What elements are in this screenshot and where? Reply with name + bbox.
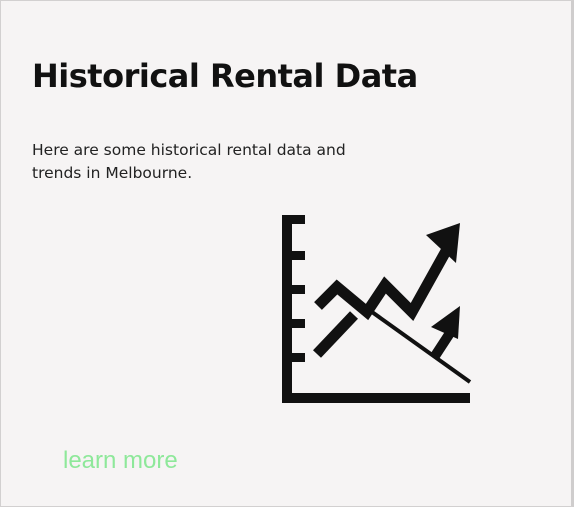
card-description: Here are some historical rental data and… [32,139,352,185]
card-title: Historical Rental Data [32,57,418,95]
learn-more-link[interactable]: learn more [63,447,178,475]
trending-chart-icon [280,213,472,405]
